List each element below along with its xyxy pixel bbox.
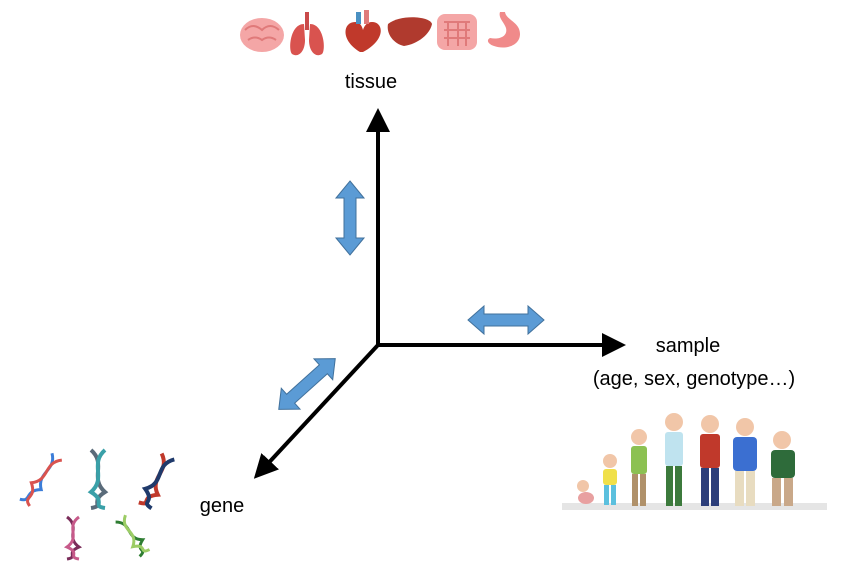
child-icon	[603, 454, 617, 505]
axes	[253, 108, 626, 479]
people-icons	[562, 413, 827, 510]
stomach-icon	[487, 12, 520, 48]
liver-icon	[387, 17, 432, 46]
elderly-man-icon	[771, 431, 795, 506]
gene-axis	[253, 343, 380, 479]
dna-helix-red-navy-icon	[138, 452, 176, 511]
ground-shadow	[562, 503, 827, 510]
dna-helix-grey-teal-icon	[87, 448, 109, 510]
sample-axis-sublabel: (age, sex, genotype…)	[593, 368, 795, 390]
organ-icons	[240, 10, 520, 56]
heart-icon	[345, 10, 381, 52]
vertical-double-arrow	[334, 180, 366, 256]
sample-axis-label: sample	[656, 335, 720, 357]
baby-icon	[577, 480, 594, 504]
dna-helix-purple-icon	[63, 515, 83, 561]
adult-man-icon	[700, 415, 720, 506]
middle-aged-man-icon	[733, 418, 757, 506]
diagonal-double-arrow	[278, 358, 336, 410]
gene-axis-label: gene	[200, 495, 245, 517]
dna-icons	[19, 448, 176, 561]
dna-helix-blue-red-icon	[19, 452, 63, 507]
teen-icon	[631, 429, 647, 506]
intestine-icon	[437, 14, 477, 50]
young-man-icon	[665, 413, 683, 506]
dna-helix-green-icon	[115, 514, 151, 558]
lungs-icon	[290, 12, 324, 56]
tissue-axis-label: tissue	[345, 71, 397, 93]
horizontal-double-arrow	[467, 304, 545, 336]
brain-icon	[240, 18, 284, 52]
